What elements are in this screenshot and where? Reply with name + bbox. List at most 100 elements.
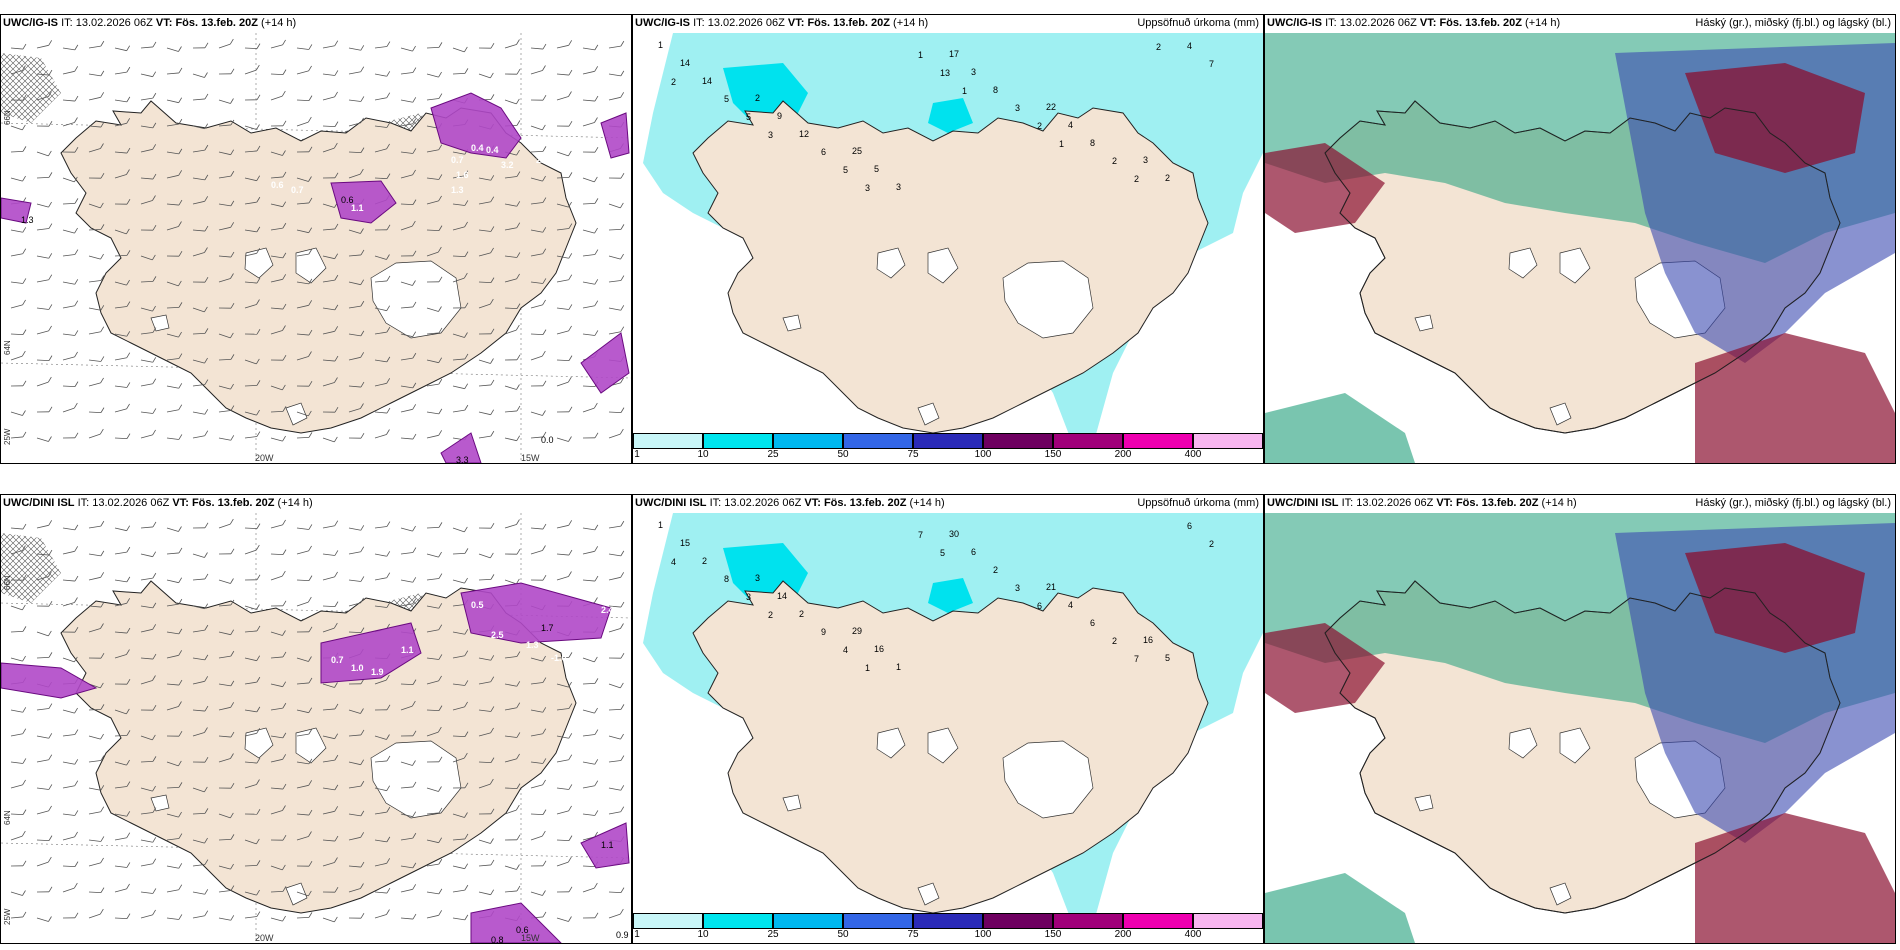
wind-barb-feather [360, 168, 364, 175]
wind-barb [400, 579, 413, 583]
wind-barb [114, 281, 127, 286]
vt-value: Fös. 13.feb. 20Z [1439, 17, 1522, 29]
wind-barb-feather [412, 862, 417, 869]
wind-barb-feather [438, 225, 443, 231]
wind-barb [62, 761, 75, 765]
wind-barb [192, 732, 205, 737]
wind-barb-feather [334, 40, 339, 46]
wind-barb-feather [282, 886, 287, 892]
wind-barb-feather [100, 356, 105, 362]
wind-barb-feather [178, 67, 183, 74]
precip-value-label: 14 [702, 76, 712, 86]
wind-barb-feather [542, 911, 547, 918]
wind-barb [114, 761, 127, 766]
wind-barb [504, 410, 517, 413]
precip-value-label: 6 [821, 147, 826, 157]
wind-barb-feather [360, 597, 364, 604]
wind-barb [140, 148, 153, 153]
wind-barb [530, 281, 543, 284]
wind-barb-feather [282, 406, 287, 412]
panel-title: Háský (gr.), miðský (fj.bl.) og lágský (… [1695, 17, 1891, 29]
wind-barb-feather [516, 252, 521, 258]
wind-barb [530, 229, 543, 233]
wind-barb [36, 381, 49, 387]
wind-barb-feather [620, 601, 625, 608]
wind-barb-feather [464, 251, 469, 257]
wind-barb [88, 913, 101, 919]
wind-barb-feather [126, 627, 131, 634]
wind-barb [10, 891, 23, 896]
wind-barb-feather [464, 221, 468, 228]
wind-barb-feather [438, 430, 443, 436]
precip-value-label: 3 [1143, 155, 1148, 165]
wind-barb-feather [308, 758, 313, 765]
wind-barb [608, 891, 622, 894]
wind-barb-feather [48, 520, 53, 526]
wind-barb [426, 200, 439, 205]
wind-barb [530, 784, 543, 789]
wind-barb [140, 383, 153, 387]
wind-barb [296, 333, 309, 336]
wind-barb [88, 148, 101, 153]
wind-barb [166, 579, 179, 584]
wind-barb-feather [308, 65, 312, 72]
wind-barb-feather [74, 95, 79, 102]
wind-barb [218, 758, 231, 763]
wind-barb-feather [152, 92, 157, 99]
wind-barb-feather [256, 299, 260, 305]
wind-barb-feather [178, 833, 183, 839]
wind-barb [62, 99, 75, 102]
wind-barb [322, 627, 335, 633]
wind-barb-feather [620, 40, 625, 47]
wind-barb-feather [438, 654, 443, 660]
wind-barb [62, 813, 75, 816]
wind-barb-feather [178, 701, 182, 707]
wind-barb-feather [204, 859, 209, 865]
wind-barb-feather [516, 435, 521, 441]
wind-barb-feather [516, 702, 521, 708]
precip-value-label: 4 [1068, 600, 1073, 610]
wind-barb-feather [100, 224, 105, 230]
wind-barb-feather [22, 523, 27, 530]
precip-value-label: 1 [896, 662, 901, 672]
wind-barb [556, 524, 569, 529]
wind-barb-feather [620, 70, 625, 77]
wind-barb-feather [48, 325, 52, 332]
wind-barb [244, 252, 257, 257]
wind-barb [140, 891, 153, 894]
wind-barb-feather [256, 779, 260, 785]
wind-barb [504, 176, 517, 179]
precip-value-label: 3 [768, 130, 773, 140]
wind-barb [400, 761, 413, 766]
wind-barb-feather [256, 809, 261, 815]
wind-barb-feather [490, 196, 495, 202]
wind-barb-feather [22, 410, 26, 416]
colorbar-swatch [703, 433, 773, 449]
wind-barb-feather [386, 521, 391, 527]
wind-barb [36, 255, 49, 259]
wind-barb-feather [594, 279, 599, 285]
wind-barb-feather [256, 145, 261, 152]
wind-barb [270, 203, 283, 208]
wind-barb-feather [568, 916, 572, 922]
wind-barb [374, 735, 387, 740]
panel-header: UWC/DINI ISL IT: 13.02.2026 06Z VT: Fös.… [635, 497, 945, 509]
wind-barb-feather [334, 784, 339, 791]
wind-barb [608, 96, 621, 101]
wind-barb [296, 836, 309, 841]
wind-barb-feather [204, 889, 209, 895]
wind-barb-feather [542, 278, 547, 284]
precip-value-label: 16 [874, 644, 884, 654]
wind-barb [62, 254, 75, 257]
wind-barb-feather [542, 677, 547, 683]
wind-barb [114, 47, 127, 52]
wind-barb [504, 707, 517, 711]
wind-barb [582, 305, 595, 309]
wind-barb [348, 385, 361, 388]
wind-barb [88, 45, 101, 49]
wind-barb-feather [126, 96, 131, 103]
wind-barb-feather [412, 45, 416, 52]
wind-barb [192, 435, 205, 439]
wind-barb [166, 683, 179, 686]
wind-barb [452, 683, 465, 686]
